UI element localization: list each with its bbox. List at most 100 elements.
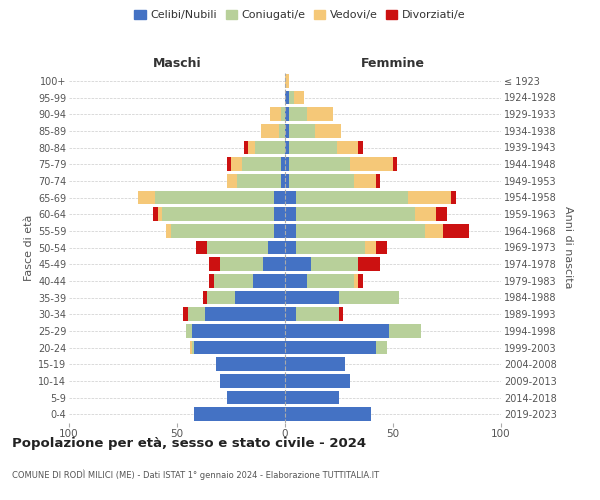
- Bar: [285, 308, 296, 321]
- Bar: [350, 158, 393, 171]
- Bar: [209, 258, 220, 271]
- Bar: [339, 308, 343, 321]
- Bar: [307, 274, 354, 287]
- Bar: [425, 224, 443, 237]
- Bar: [216, 358, 285, 371]
- Bar: [285, 408, 371, 421]
- Bar: [138, 190, 155, 204]
- Bar: [209, 274, 214, 287]
- Bar: [185, 324, 192, 338]
- Bar: [270, 108, 281, 121]
- Bar: [220, 374, 285, 388]
- Bar: [285, 390, 339, 404]
- Bar: [238, 174, 281, 188]
- Bar: [311, 258, 358, 271]
- Bar: [285, 274, 307, 287]
- Bar: [263, 258, 285, 271]
- Bar: [451, 190, 455, 204]
- Bar: [285, 240, 296, 254]
- Bar: [285, 340, 376, 354]
- Bar: [192, 324, 285, 338]
- Bar: [443, 224, 469, 237]
- Bar: [203, 290, 207, 304]
- Bar: [376, 240, 386, 254]
- Bar: [408, 190, 451, 204]
- Text: Femmine: Femmine: [361, 57, 425, 70]
- Bar: [436, 208, 447, 221]
- Bar: [170, 224, 274, 237]
- Bar: [196, 240, 207, 254]
- Bar: [289, 174, 354, 188]
- Bar: [184, 308, 188, 321]
- Bar: [358, 258, 380, 271]
- Bar: [285, 358, 346, 371]
- Bar: [244, 140, 248, 154]
- Bar: [190, 340, 192, 354]
- Bar: [285, 258, 311, 271]
- Bar: [285, 190, 296, 204]
- Bar: [285, 224, 296, 237]
- Text: Maschi: Maschi: [152, 57, 202, 70]
- Bar: [158, 208, 162, 221]
- Bar: [253, 274, 285, 287]
- Bar: [220, 258, 263, 271]
- Bar: [285, 90, 289, 104]
- Bar: [376, 340, 386, 354]
- Bar: [192, 340, 194, 354]
- Bar: [242, 158, 281, 171]
- Bar: [231, 158, 242, 171]
- Bar: [296, 308, 339, 321]
- Bar: [285, 74, 289, 88]
- Bar: [307, 108, 332, 121]
- Bar: [289, 158, 350, 171]
- Bar: [278, 124, 285, 138]
- Bar: [235, 290, 285, 304]
- Bar: [227, 174, 238, 188]
- Bar: [358, 274, 363, 287]
- Bar: [415, 208, 436, 221]
- Text: COMUNE DI RODÌ MILICI (ME) - Dati ISTAT 1° gennaio 2024 - Elaborazione TUTTITALI: COMUNE DI RODÌ MILICI (ME) - Dati ISTAT …: [12, 470, 379, 480]
- Bar: [354, 274, 358, 287]
- Bar: [205, 308, 285, 321]
- Bar: [166, 224, 170, 237]
- Bar: [285, 290, 339, 304]
- Bar: [281, 158, 285, 171]
- Bar: [285, 324, 389, 338]
- Bar: [354, 174, 376, 188]
- Bar: [261, 124, 278, 138]
- Y-axis label: Anni di nascita: Anni di nascita: [563, 206, 574, 288]
- Bar: [227, 158, 231, 171]
- Bar: [315, 124, 341, 138]
- Bar: [289, 90, 293, 104]
- Bar: [281, 174, 285, 188]
- Bar: [289, 108, 307, 121]
- Bar: [296, 240, 365, 254]
- Bar: [248, 140, 255, 154]
- Bar: [274, 208, 285, 221]
- Bar: [389, 324, 421, 338]
- Text: Popolazione per età, sesso e stato civile - 2024: Popolazione per età, sesso e stato civil…: [12, 438, 366, 450]
- Bar: [358, 140, 363, 154]
- Bar: [289, 124, 315, 138]
- Bar: [393, 158, 397, 171]
- Bar: [162, 208, 274, 221]
- Bar: [285, 374, 350, 388]
- Bar: [268, 240, 285, 254]
- Bar: [285, 208, 296, 221]
- Bar: [296, 190, 408, 204]
- Bar: [285, 140, 289, 154]
- Bar: [281, 108, 285, 121]
- Y-axis label: Fasce di età: Fasce di età: [23, 214, 34, 280]
- Bar: [194, 340, 285, 354]
- Bar: [274, 190, 285, 204]
- Legend: Celibi/Nubili, Coniugati/e, Vedovi/e, Divorziati/e: Celibi/Nubili, Coniugati/e, Vedovi/e, Di…: [130, 6, 470, 25]
- Bar: [188, 308, 205, 321]
- Bar: [339, 290, 400, 304]
- Bar: [207, 240, 268, 254]
- Bar: [285, 174, 289, 188]
- Bar: [289, 140, 337, 154]
- Bar: [293, 90, 304, 104]
- Bar: [285, 108, 289, 121]
- Bar: [296, 208, 415, 221]
- Bar: [227, 390, 285, 404]
